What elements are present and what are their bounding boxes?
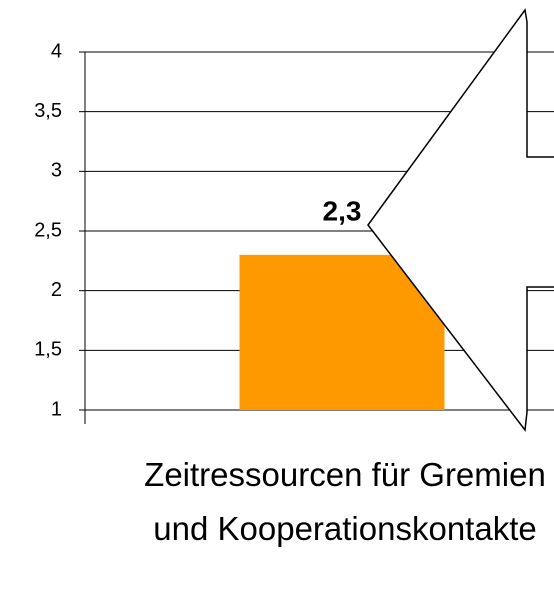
y-tick-label: 2,5 <box>34 219 62 241</box>
y-tick-label: 4 <box>51 40 62 62</box>
y-tick-label: 1,5 <box>34 339 62 361</box>
y-tick-label: 2 <box>51 279 62 301</box>
callout <box>367 8 554 432</box>
y-tick-label: 3,5 <box>34 100 62 122</box>
y-tick-label: 3 <box>51 160 62 182</box>
y-tick-label: 1 <box>51 398 62 420</box>
data-label: 2,3 <box>323 195 362 226</box>
x-tick-label: Zeitressourcen für Gremien und Kooperati… <box>144 456 546 547</box>
